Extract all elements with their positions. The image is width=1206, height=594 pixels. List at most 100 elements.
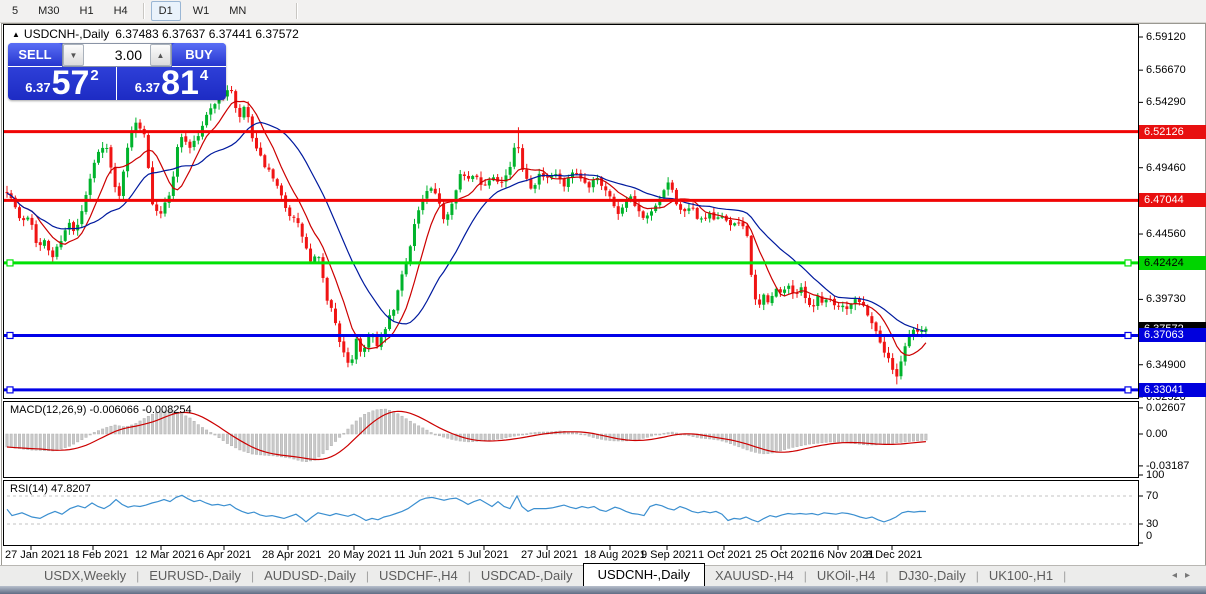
price-tick-label: 6.59120: [1146, 31, 1186, 43]
tab-separator: |: [136, 569, 140, 583]
date-label: 9 Sep 2021: [641, 549, 698, 561]
date-label: 5 Jul 2021: [458, 549, 509, 561]
price-badge-6-33041: 6.33041: [1139, 382, 1206, 397]
timeframe-button-mn[interactable]: MN: [229, 5, 247, 17]
tab-usdchf-h4[interactable]: USDCHF-,H4: [378, 568, 458, 583]
rsi-axis-label: 100: [1146, 469, 1165, 481]
price-tick-label: 6.34900: [1146, 358, 1186, 371]
timeframe-toolbar: 5 M30 H1 H4 D1 W1 MN: [0, 0, 1206, 23]
rsi-indicator-label: RSI(14) 47.8207: [10, 483, 91, 495]
toolbar-separator: [142, 3, 144, 19]
collapse-arrow-icon[interactable]: ▲: [12, 30, 20, 39]
tab-separator: |: [467, 569, 471, 583]
price-tick-label: 6.56670: [1146, 64, 1186, 77]
timeframe-button-h4[interactable]: H4: [113, 5, 128, 17]
rsi-layer: [6, 494, 1134, 525]
tab-separator: |: [250, 569, 255, 583]
buy-button[interactable]: BUY: [172, 43, 226, 67]
timeframe-button-h1[interactable]: H1: [79, 5, 94, 17]
line-anchor-handle[interactable]: [6, 331, 14, 340]
tab-xauusd-h4[interactable]: XAUUSD-,H4: [715, 568, 794, 583]
tab-scroll-left-icon[interactable]: ◂: [1171, 570, 1185, 581]
buy-price-main: 81: [161, 64, 199, 102]
tab-scroll-arrows: ◂▸: [1172, 570, 1198, 581]
date-label: 16 Nov 2021: [812, 549, 875, 561]
timeframe-button-5[interactable]: 5: [12, 5, 19, 17]
timeframe-button-w1[interactable]: W1: [192, 5, 210, 17]
moving-averages-layer: [6, 100, 927, 357]
buy-price[interactable]: 6.37 81 4: [117, 64, 226, 102]
tab-dj30-daily[interactable]: DJ30-,Daily: [898, 568, 966, 583]
tab-audusd-daily[interactable]: AUDUSD-,Daily: [264, 568, 356, 583]
rsi-axis-label: 30: [1146, 518, 1159, 530]
toolbar-separator: [296, 3, 298, 19]
chart-ohlc-values: 6.37483 6.37637 6.37441 6.37572: [115, 27, 299, 41]
line-anchor-handle[interactable]: [1124, 331, 1132, 340]
date-label: 18 Feb 2021: [67, 549, 129, 561]
price-tick-label: 6.49460: [1146, 161, 1186, 174]
tab-separator: |: [975, 569, 979, 583]
tab-separator: |: [1063, 569, 1067, 583]
price-tick-label: 6.39730: [1146, 293, 1186, 306]
chart-symbol-label: USDCNH-,Daily: [23, 27, 110, 41]
timeframe-button-d1[interactable]: D1: [150, 1, 181, 21]
date-label: 27 Jul 2021: [521, 549, 578, 561]
tab-usdx-weekly[interactable]: USDX,Weekly: [44, 568, 127, 583]
macd-axis-label: -0.03187: [1146, 459, 1190, 472]
volume-stepper: ▼ 3.00 ▲: [62, 43, 172, 67]
line-anchor-handle[interactable]: [6, 386, 14, 394]
sell-button[interactable]: SELL: [8, 43, 62, 67]
volume-input[interactable]: 3.00: [114, 47, 142, 63]
price-tick-label: 6.54290: [1146, 96, 1186, 109]
macd-axis-label: 0.00: [1146, 428, 1168, 440]
price-tick-label: 6.44560: [1146, 228, 1186, 241]
macd-axis-label: 0.02607: [1146, 401, 1186, 414]
macd-layer: [5, 408, 928, 463]
date-label: 18 Aug 2021: [584, 549, 646, 561]
tab-scroll-right-icon[interactable]: ▸: [1184, 570, 1198, 581]
line-anchor-handle[interactable]: [1124, 259, 1132, 267]
date-label: 28 Apr 2021: [262, 549, 322, 561]
sell-price-main: 57: [51, 64, 90, 102]
date-label: 25 Oct 2021: [755, 549, 815, 561]
tab-usdcad-daily[interactable]: USDCAD-,Daily: [480, 568, 573, 583]
date-label: 11 Jun 2021: [394, 549, 454, 561]
price-badge-6-47044: 6.47044: [1139, 193, 1206, 208]
chart-title: ▲ USDCNH-,Daily 6.37483 6.37637 6.37441 6.…: [12, 27, 299, 41]
rsi-axis-label: 0: [1146, 530, 1153, 542]
date-label: 8 Dec 2021: [866, 549, 923, 561]
horizontal-lines-layer[interactable]: [4, 130, 1138, 394]
buy-price-pip: 4: [199, 67, 209, 84]
line-anchor-handle[interactable]: [1124, 386, 1132, 394]
date-label: 1 Oct 2021: [698, 549, 752, 561]
tab-ukoil-h4[interactable]: UKOil-,H4: [816, 568, 876, 583]
tab-separator: |: [365, 569, 369, 583]
price-badge-6-37063: 6.37063: [1139, 328, 1206, 343]
chart-window-frame: [1, 23, 1206, 566]
date-label: 6 Apr 2021: [198, 549, 252, 561]
volume-increase-button[interactable]: ▲: [150, 44, 171, 66]
tab-separator: |: [803, 569, 807, 583]
sell-price-pip: 2: [90, 67, 99, 84]
sell-price-prefix: 6.37: [25, 80, 51, 95]
axis-ticks: [30, 36, 1143, 550]
buy-price-prefix: 6.37: [134, 80, 161, 95]
price-badge-6-52126: 6.52126: [1139, 124, 1206, 139]
timeframe-button-m30[interactable]: M30: [38, 5, 60, 17]
panel-frames: [3, 24, 1139, 546]
chart-tab-bar: USDX,Weekly | EURUSD-,Daily | AUDUSD-,Daily |…: [0, 563, 1206, 586]
volume-decrease-button[interactable]: ▼: [63, 44, 84, 66]
date-label: 27 Jan 2021: [5, 549, 66, 561]
tab-separator: |: [885, 569, 889, 583]
tab-usdcnh-daily[interactable]: USDCNH-,Daily: [582, 563, 706, 586]
tab-uk100-h1[interactable]: UK100-,H1: [988, 568, 1054, 583]
sell-price[interactable]: 6.37 57 2: [8, 64, 117, 102]
status-strip: [0, 586, 1206, 594]
tab-eurusd-daily[interactable]: EURUSD-,Daily: [149, 568, 241, 583]
candles-layer: [5, 85, 928, 385]
date-label: 12 Mar 2021: [135, 549, 197, 561]
one-click-trading-panel: SELL ▼ 3.00 ▲ BUY 6.37 57 2 6.37 81 4: [8, 43, 226, 100]
line-anchor-handle[interactable]: [6, 259, 14, 267]
